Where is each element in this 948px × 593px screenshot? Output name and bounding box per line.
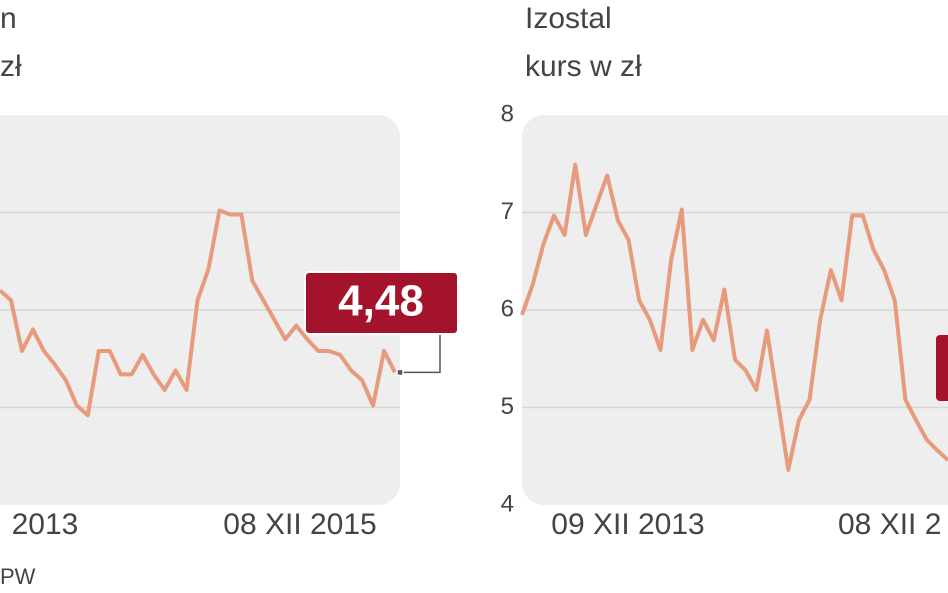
line-series xyxy=(520,162,948,472)
value-box xyxy=(304,271,459,335)
y-tick-label: 4 xyxy=(501,490,514,517)
x-tick-label: 08 XII 2015 xyxy=(223,508,376,541)
y-tick-label: 7 xyxy=(501,198,514,225)
x-tick-label: 2013 xyxy=(12,508,79,541)
value-label: 4,48 xyxy=(338,277,424,326)
chart-title: n xyxy=(0,2,17,35)
value-box xyxy=(936,335,948,401)
chart-title: Izostal xyxy=(525,2,612,35)
x-tick-label: 09 XII 2013 xyxy=(551,508,704,541)
chart-subtitle: kurs w zł xyxy=(525,50,642,83)
chart-subtitle: zł xyxy=(0,50,22,83)
line-series xyxy=(0,208,397,418)
y-tick-label: 5 xyxy=(501,393,514,420)
y-tick-label: 8 xyxy=(501,100,514,127)
y-tick-label: 6 xyxy=(501,295,514,322)
source: PW xyxy=(0,564,36,589)
connector xyxy=(403,334,441,374)
x-tick-label: 08 XII 2 xyxy=(838,508,941,541)
marker xyxy=(396,368,404,377)
